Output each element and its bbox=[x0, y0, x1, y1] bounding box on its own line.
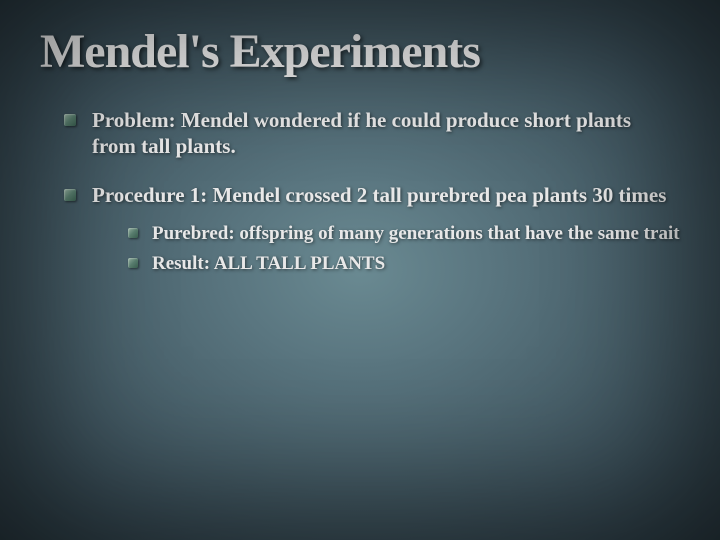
bullet-text: Procedure 1: Mendel crossed 2 tall pureb… bbox=[92, 183, 666, 207]
bullet-procedure: Procedure 1: Mendel crossed 2 tall pureb… bbox=[64, 182, 680, 276]
slide-container: Mendel's Experiments Problem: Mendel won… bbox=[0, 0, 720, 540]
slide-title: Mendel's Experiments bbox=[40, 24, 680, 79]
sub-bullet-list: Purebred: offspring of many generations … bbox=[92, 222, 680, 276]
bullet-text: Problem: Mendel wondered if he could pro… bbox=[92, 108, 631, 158]
bullet-problem: Problem: Mendel wondered if he could pro… bbox=[64, 107, 680, 160]
sub-bullet-result: Result: ALL TALL PLANTS bbox=[128, 252, 680, 276]
bullet-list: Problem: Mendel wondered if he could pro… bbox=[40, 107, 680, 275]
sub-bullet-text: Purebred: offspring of many generations … bbox=[152, 223, 680, 244]
sub-bullet-purebred: Purebred: offspring of many generations … bbox=[128, 222, 680, 246]
sub-bullet-text: Result: ALL TALL PLANTS bbox=[152, 253, 385, 274]
